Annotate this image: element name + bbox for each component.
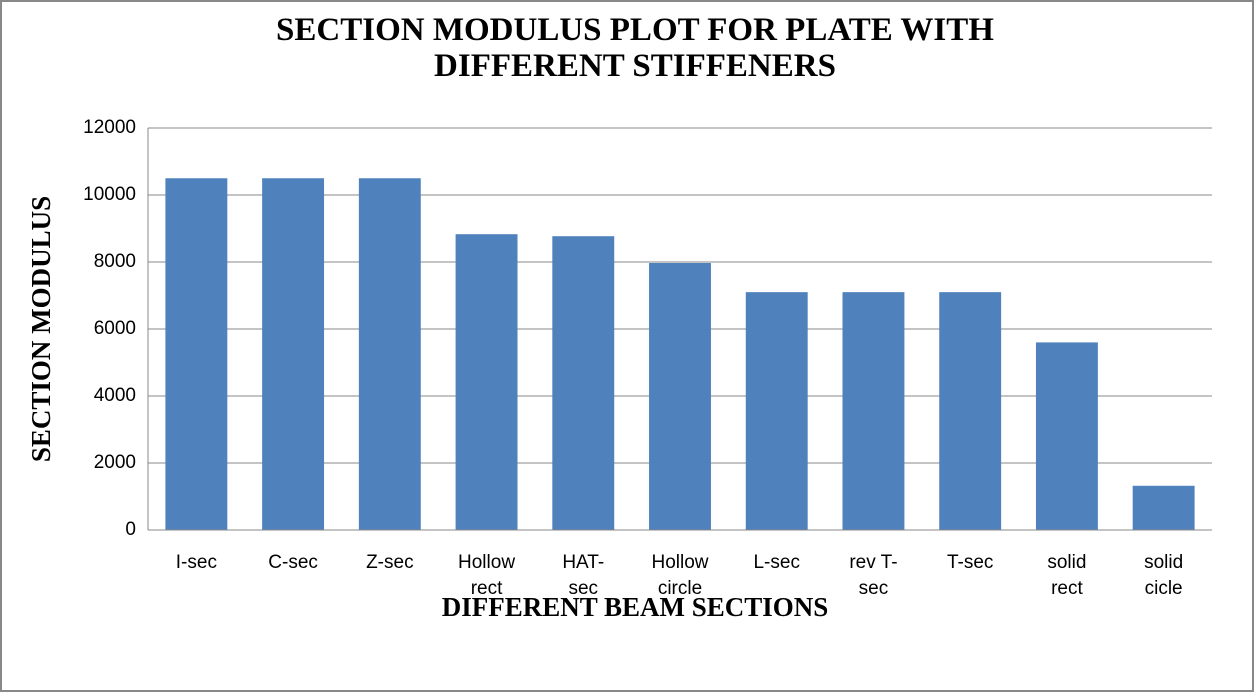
bar [649, 263, 711, 530]
y-tick-label: 8000 [94, 251, 136, 272]
x-tick-label: solid cicle [1144, 552, 1184, 599]
bar [1035, 342, 1098, 530]
bar [1132, 485, 1195, 530]
y-tick-label: 0 [125, 519, 136, 540]
chart-title: SECTION MODULUS PLOT FOR PLATE WITH DIFF… [276, 12, 994, 84]
y-tick-label: 2000 [94, 452, 136, 473]
y-tick-label: 4000 [94, 385, 136, 406]
x-tick-label: solid rect [1047, 552, 1087, 599]
x-axis-title: DIFFERENT BEAM SECTIONS [442, 592, 829, 622]
bar [165, 178, 228, 530]
y-tick-label: 10000 [83, 184, 136, 205]
bar [939, 292, 1002, 530]
x-tick-label: T-sec [946, 552, 994, 573]
x-tick-label: Hollow rect [458, 552, 516, 599]
y-axis-title: SECTION MODULUS [26, 196, 56, 462]
x-tick-label: HAT-sec [562, 552, 605, 599]
x-tick-label: rev T-sec [849, 552, 898, 599]
x-tick-label: Z-sec [366, 552, 414, 573]
bar [262, 178, 325, 530]
bar [358, 178, 421, 530]
bar [745, 292, 808, 530]
y-tick-label: 12000 [83, 117, 136, 138]
y-tick-label: 6000 [94, 318, 136, 339]
x-tick-label: L-sec [753, 552, 800, 573]
bar [842, 292, 905, 530]
x-tick-label: Hollow circle [651, 552, 709, 599]
x-tick-label: I-sec [175, 552, 217, 573]
x-tick-label: C-sec [268, 552, 318, 573]
bar [552, 236, 615, 530]
bar [455, 234, 518, 530]
